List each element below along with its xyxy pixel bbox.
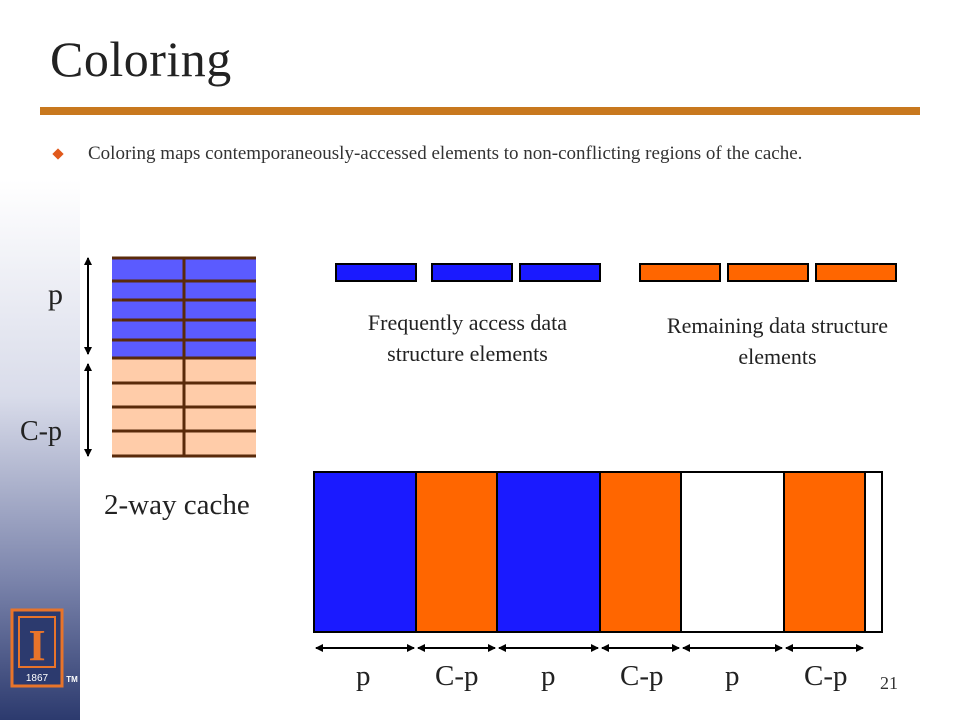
title-rule: [40, 107, 920, 115]
bullet-text: Coloring maps contemporaneously-accessed…: [88, 143, 803, 164]
span-label-cp-1: C-p: [435, 660, 479, 692]
strip-segment-cp-2: [599, 471, 682, 633]
university-logo: I 1867 TM: [10, 608, 78, 688]
span-label-cp-2: C-p: [620, 660, 664, 692]
strip-segment-p-2: [496, 471, 601, 633]
cache-cp-label: C-p: [20, 416, 62, 447]
logo-shield: [10, 608, 64, 688]
logo-mark: I: [28, 621, 45, 670]
cache-grid-lines: [112, 256, 256, 458]
strip-segment-p-1: [313, 471, 417, 633]
span-label-p-2: p: [541, 660, 556, 692]
remaining-element-3: [815, 263, 897, 282]
strip-segment-p-3: [680, 471, 785, 633]
frequent-element-1: [335, 263, 417, 282]
cache-p-label: p: [48, 278, 63, 311]
side-gradient: [0, 0, 80, 720]
frequent-caption: Frequently access data structure element…: [367, 310, 568, 366]
remaining-element-1: [639, 263, 721, 282]
span-label-p-1: p: [356, 660, 371, 692]
memory-strip: [313, 471, 883, 633]
span-label-cp-3: C-p: [804, 660, 848, 692]
remaining-element-2: [727, 263, 809, 282]
page-number: 21: [880, 673, 898, 693]
frequent-elements: [335, 263, 601, 282]
strip-segment-cp-1: [415, 471, 498, 633]
span-label-p-3: p: [725, 660, 740, 692]
logo-year: 1867: [26, 673, 49, 684]
cache-caption: 2-way cache: [104, 489, 250, 521]
remaining-elements: [639, 263, 897, 282]
strip-segment-cp-3: [783, 471, 866, 633]
logo-tm: TM: [66, 675, 78, 684]
remaining-caption: Remaining data structure elements: [666, 313, 889, 369]
two-way-cache: [84, 256, 256, 458]
frequent-element-2: [431, 263, 513, 282]
page-title: Coloring: [50, 31, 232, 87]
frequent-element-3: [519, 263, 601, 282]
